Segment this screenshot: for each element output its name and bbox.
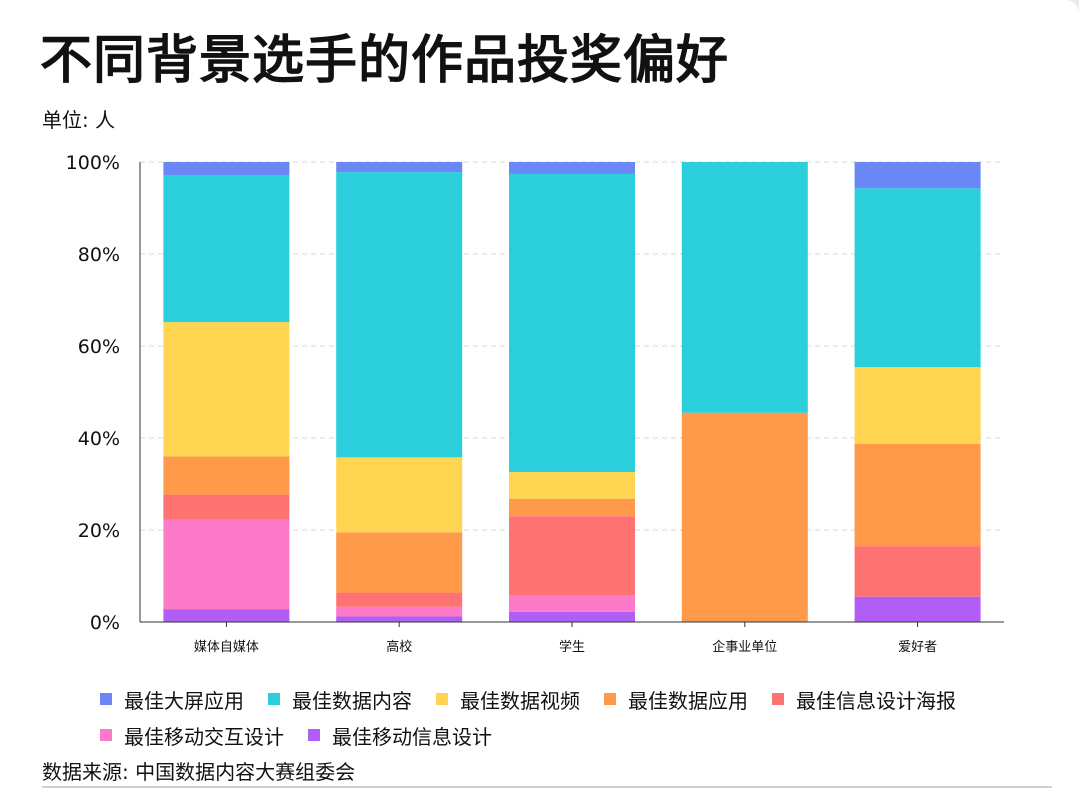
bar-segment — [163, 519, 290, 610]
bar-segment — [336, 457, 463, 533]
x-tick-label: 高校 — [386, 639, 412, 655]
bar-segment — [509, 162, 635, 174]
bar-segment — [509, 516, 635, 596]
bar-segment — [336, 592, 463, 607]
legend-label: 最佳信息设计海报 — [796, 688, 956, 713]
x-tick-label: 企事业单位 — [712, 639, 777, 655]
legend-swatch — [100, 729, 112, 741]
legend-item: 最佳信息设计海报 — [772, 684, 956, 714]
legend-item: 最佳数据应用 — [604, 684, 748, 714]
bottom-divider — [42, 786, 1052, 788]
legend-swatch — [772, 693, 784, 705]
bar-segment — [681, 412, 808, 622]
legend-item: 最佳数据内容 — [268, 684, 412, 714]
bar-segment — [336, 172, 463, 458]
legend-swatch — [308, 729, 320, 741]
bar-segment — [336, 616, 463, 622]
bar-segment — [854, 546, 981, 597]
y-tick-label: 40% — [78, 428, 120, 450]
legend-label: 最佳移动交互设计 — [124, 724, 284, 749]
bar-segment — [681, 162, 808, 413]
bar-segment — [163, 494, 290, 520]
legend-item: 最佳移动交互设计 — [100, 720, 284, 750]
bar-segment — [509, 611, 635, 622]
bar-segment — [854, 367, 981, 444]
y-tick-label: 80% — [78, 244, 120, 266]
unit-label: 单位: 人 — [42, 108, 116, 132]
bar-segment — [163, 456, 290, 495]
bar-group — [163, 162, 981, 622]
bar-segment — [854, 443, 981, 547]
bar-segment — [509, 472, 635, 499]
bar-segment — [854, 188, 981, 368]
bar-segment — [163, 322, 290, 457]
x-tick-label: 学生 — [559, 639, 585, 655]
chart-title: 不同背景选手的作品投奖偏好 — [40, 31, 730, 91]
bar-segment — [854, 162, 981, 189]
axes: 0% 20% 40% 60% 80% 100% 媒体自媒体 高校 学生 企事业单位 爱好者 — [66, 152, 1004, 655]
legend-item: 最佳数据视频 — [436, 684, 580, 714]
legend-item: 最佳大屏应用 — [100, 684, 244, 714]
legend-item: 最佳移动信息设计 — [308, 720, 492, 750]
legend-label: 最佳大屏应用 — [124, 688, 244, 713]
y-tick-label: 20% — [78, 520, 120, 542]
y-tick-label: 60% — [78, 336, 120, 358]
x-tick-label: 媒体自媒体 — [194, 640, 259, 655]
y-tick-label: 0% — [90, 612, 120, 634]
bar-segment — [854, 596, 981, 622]
legend-label: 最佳数据视频 — [460, 688, 580, 713]
bar-segment — [336, 162, 463, 173]
legend-swatch — [604, 693, 616, 705]
bar-segment — [509, 498, 635, 517]
y-tick-label: 100% — [66, 152, 120, 174]
bar-segment — [336, 532, 463, 593]
bar-segment — [336, 606, 463, 617]
x-tick-label: 爱好者 — [898, 640, 937, 655]
legend-label: 最佳移动信息设计 — [332, 724, 492, 749]
legend-swatch — [100, 693, 112, 705]
bar-segment — [163, 175, 290, 323]
legend-swatch — [268, 693, 280, 705]
bar-segment — [163, 162, 290, 176]
legend-label: 最佳数据内容 — [292, 688, 412, 713]
source-note: 数据来源: 中国数据内容大赛组委会 — [42, 760, 356, 784]
legend: 最佳大屏应用 最佳数据内容 最佳数据视频 最佳数据应用 最佳信息设计海报最佳移动交互设计… — [100, 684, 1060, 750]
bar-segment — [509, 173, 635, 473]
bar-segment — [163, 609, 290, 622]
legend-swatch — [436, 693, 448, 705]
stacked-bar-chart: 0% 20% 40% 60% 80% 100% 媒体自媒体 高校 学生 企事业单位 爱好者 — [66, 152, 1004, 655]
legend-label: 最佳数据应用 — [628, 688, 748, 713]
bar-segment — [509, 595, 635, 612]
